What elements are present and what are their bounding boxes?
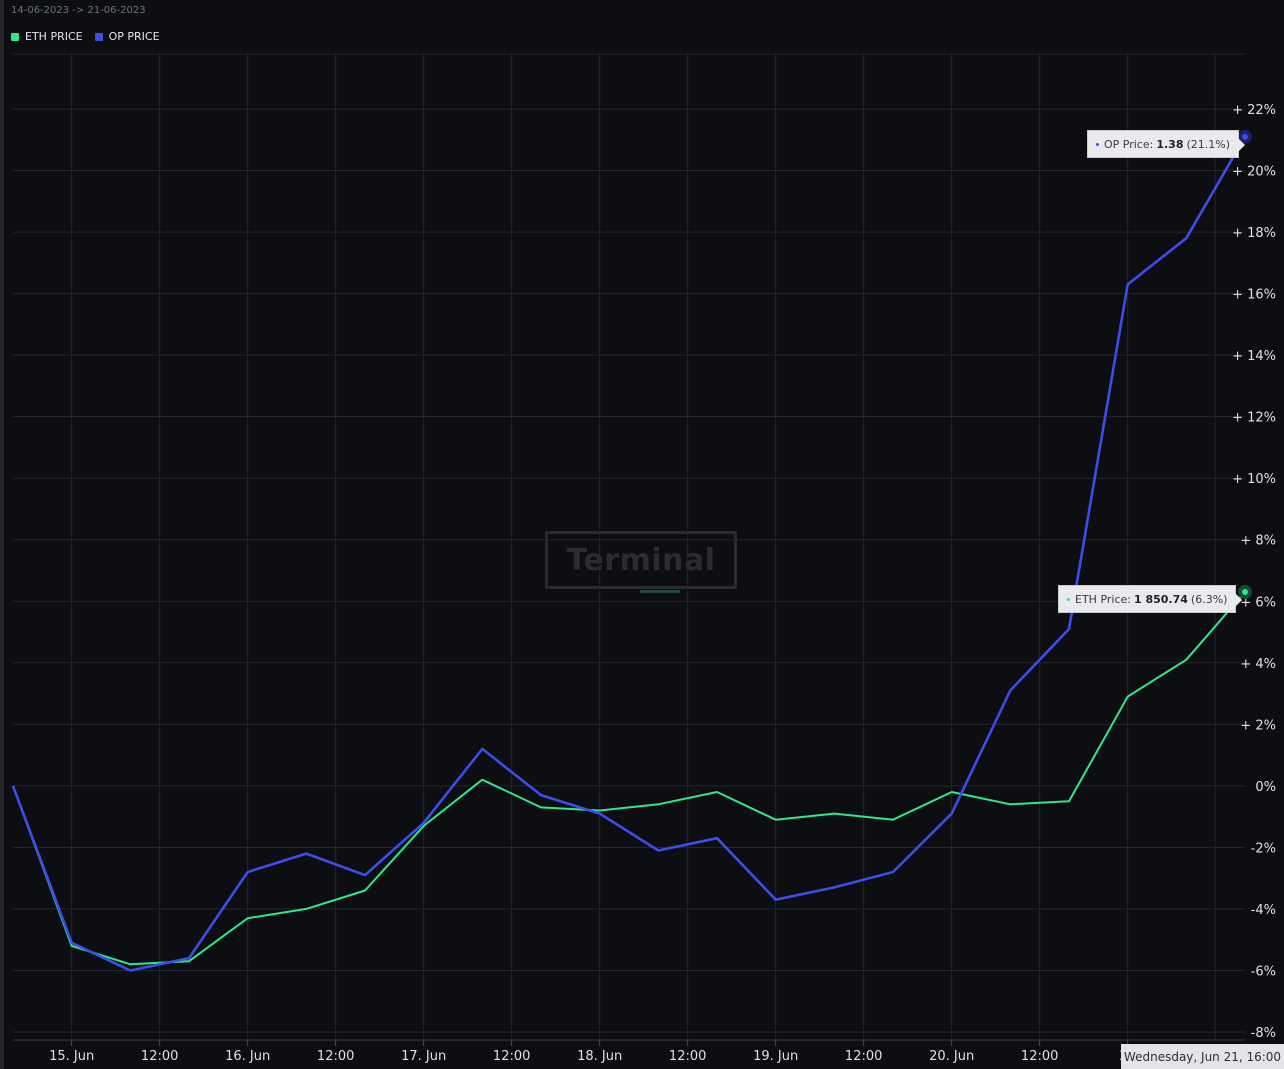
eth-tooltip-pct: (6.3%) [1190, 592, 1228, 606]
y-tick-label: + 10% [1232, 472, 1276, 487]
watermark-underline [640, 590, 680, 593]
op-tooltip-dot [1096, 142, 1099, 146]
x-tick-label: 19. Jun [753, 1049, 798, 1064]
y-tick-label: + 12% [1232, 411, 1276, 426]
y-tick-label: + 20% [1232, 165, 1276, 180]
x-tick-label: 18. Jun [577, 1049, 622, 1064]
x-tick-label: 12:00 [845, 1049, 882, 1064]
x-tick-label: 17. Jun [401, 1049, 446, 1064]
op-tooltip-value: 1.38 [1156, 137, 1184, 151]
y-tick-label: + 4% [1240, 657, 1276, 672]
y-tick-label: -2% [1251, 841, 1276, 856]
eth-tooltip-label: ETH Price: [1075, 592, 1131, 606]
x-tick-label: 15. Jun [49, 1049, 94, 1064]
eth-end-marker [1242, 589, 1248, 596]
x-tick-label: 20. Jun [929, 1049, 974, 1064]
eth-price-tooltip: ETH Price: 1 850.74 (6.3%) [1058, 585, 1243, 613]
end-markers [1238, 129, 1252, 600]
x-tick-label: 12:00 [669, 1049, 706, 1064]
y-tick-label: -4% [1251, 903, 1276, 918]
crosshair-date-label: Wednesday, Jun 21, 16:00 [1121, 1044, 1284, 1069]
op-legend-swatch [94, 32, 103, 41]
y-tick-label: + 16% [1232, 288, 1276, 303]
eth-price-line [12, 591, 1246, 966]
y-axis-ticks: + 22% + 20% + 18% + 16% + 14% + 12% + 10% + 8% +… [1232, 103, 1276, 1041]
x-tick-label: 12:00 [141, 1049, 178, 1064]
eth-legend-swatch [11, 32, 19, 41]
date-range-label: 14-06-2023 -> 21-06-2023 [11, 5, 146, 16]
x-tick-label: 16. Jun [225, 1049, 270, 1064]
op-tooltip-label: OP Price: [1104, 137, 1154, 151]
y-tick-label: + 8% [1240, 534, 1276, 549]
y-tick-label: + 6% [1240, 595, 1276, 610]
x-tick-label: 12:00 [493, 1049, 530, 1064]
y-tick-label: -8% [1251, 1026, 1276, 1041]
legend-item-eth[interactable]: ETH PRICE [11, 30, 83, 43]
op-tooltip-pct: (21.1%) [1186, 137, 1230, 151]
eth-legend-label: ETH PRICE [25, 30, 83, 43]
eth-tooltip-dot [1067, 597, 1070, 601]
y-tick-label: + 2% [1240, 718, 1276, 733]
y-tick-label: + 22% [1232, 103, 1276, 118]
eth-tooltip-value: 1 850.74 [1133, 592, 1188, 606]
y-tick-label: -6% [1251, 964, 1276, 979]
terminal-watermark: Terminal [545, 531, 737, 589]
y-tick-label: + 14% [1232, 349, 1276, 364]
legend-item-op[interactable]: OP PRICE [94, 30, 160, 43]
y-tick-label: + 18% [1232, 226, 1276, 241]
series-layer [11, 136, 1247, 972]
op-legend-label: OP PRICE [108, 30, 160, 43]
x-tick-label: 12:00 [1021, 1049, 1058, 1064]
op-price-tooltip: OP Price: 1.38 (21.1%) [1087, 130, 1245, 158]
left-edge-border [0, 0, 4, 1069]
op-price-line [11, 136, 1247, 972]
x-tick-label: 12:00 [317, 1049, 354, 1064]
x-axis-ticks: 15. Jun 12:00 16. Jun 12:00 17. Jun 12:00 18. … [49, 1040, 1136, 1064]
grid-layer [13, 53, 1245, 1041]
y-tick-label: 0% [1255, 780, 1276, 795]
legend: ETH PRICE OP PRICE [11, 30, 172, 43]
